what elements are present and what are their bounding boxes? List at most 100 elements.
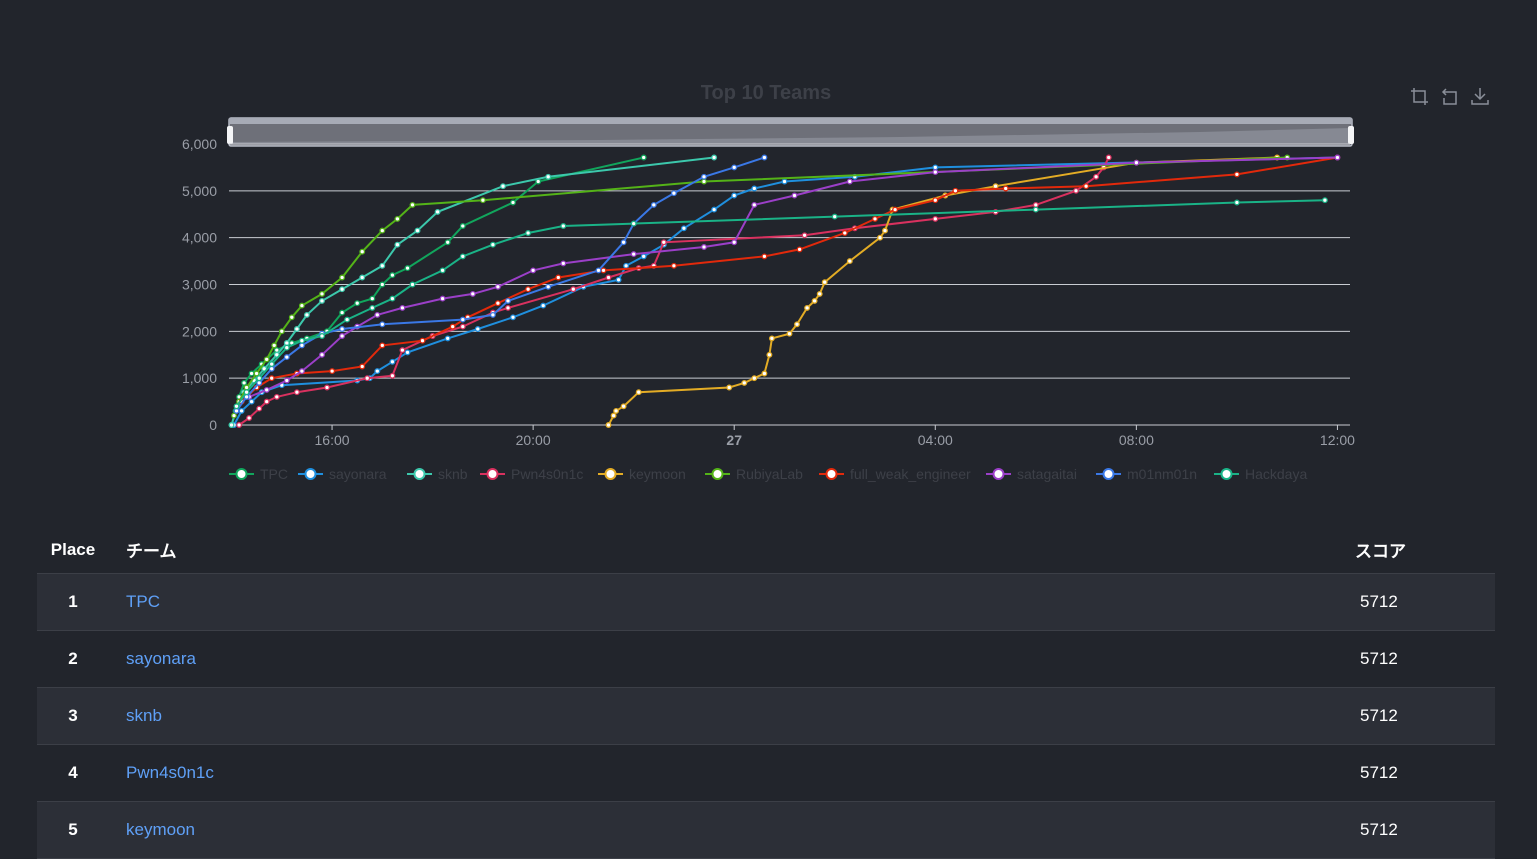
- data-point: [324, 384, 330, 391]
- data-point: [781, 178, 788, 185]
- data-point: [399, 304, 406, 311]
- data-point: [489, 241, 496, 248]
- legend-marker: [1220, 468, 1233, 480]
- data-point: [236, 422, 243, 428]
- data-point: [256, 405, 263, 412]
- legend-label: RubiyaLab: [736, 466, 803, 482]
- data-point: [474, 326, 481, 332]
- data-point: [268, 375, 275, 382]
- data-point: [344, 316, 351, 323]
- data-point: [246, 415, 253, 421]
- data-point: [298, 368, 305, 375]
- data-point: [1073, 187, 1079, 194]
- data-point: [741, 379, 748, 386]
- data-point: [409, 201, 416, 208]
- legend-label: satagaitai: [1017, 466, 1077, 482]
- data-point: [615, 276, 622, 283]
- zoom-icon[interactable]: [1410, 86, 1430, 106]
- legend-item[interactable]: Hackdaya: [1214, 466, 1307, 482]
- data-point: [248, 398, 255, 405]
- legend-item[interactable]: sknb: [407, 466, 468, 482]
- data-point: [256, 375, 263, 382]
- data-point: [389, 372, 396, 379]
- legend-item[interactable]: sayonara: [298, 466, 387, 482]
- x-tick-label: 08:00: [1119, 432, 1154, 448]
- data-point: [605, 274, 612, 281]
- legend-item[interactable]: m01nm01n: [1096, 466, 1197, 482]
- data-point: [560, 260, 567, 267]
- data-point: [319, 351, 325, 358]
- data-point: [1002, 185, 1009, 192]
- data-zoom-left-handle[interactable]: [227, 126, 233, 144]
- legend-item[interactable]: TPC: [229, 466, 288, 482]
- data-point: [288, 314, 295, 321]
- team-link[interactable]: Pwn4s0n1c: [126, 763, 214, 782]
- data-point: [872, 215, 878, 222]
- table-row: 4 Pwn4s0n1c 5712: [37, 744, 1495, 802]
- data-point: [293, 389, 300, 396]
- data-point: [364, 375, 371, 382]
- data-point: [761, 370, 768, 377]
- data-point: [605, 422, 612, 428]
- legend-item[interactable]: full_weak_engineer: [819, 466, 971, 482]
- team-cell: keymoon: [109, 801, 1355, 859]
- data-point: [298, 337, 305, 344]
- data-point: [555, 274, 562, 281]
- legend-item[interactable]: RubiyaLab: [705, 466, 803, 482]
- data-point: [319, 290, 325, 297]
- data-point: [623, 262, 630, 269]
- data-point: [670, 262, 677, 269]
- data-point: [379, 342, 386, 349]
- x-tick-label: 27: [726, 432, 742, 448]
- place-cell: 1: [37, 573, 109, 631]
- x-tick-label: 12:00: [1320, 432, 1355, 448]
- data-point: [600, 267, 607, 274]
- y-tick-label: 5,000: [182, 183, 217, 199]
- series-6: [238, 154, 1341, 405]
- data-point: [354, 300, 361, 307]
- chart-title: Top 10 Teams: [701, 82, 831, 104]
- legend-label: keymoon: [629, 466, 686, 482]
- data-point: [339, 309, 346, 316]
- y-tick-label: 3,000: [182, 277, 217, 293]
- data-point: [329, 368, 336, 375]
- data-point: [459, 253, 466, 260]
- data-zoom-handle-bar[interactable]: [229, 118, 1352, 124]
- data-point: [1105, 154, 1112, 161]
- team-link[interactable]: TPC: [126, 592, 160, 611]
- legend-label: full_weak_engineer: [850, 466, 971, 482]
- team-link[interactable]: sknb: [126, 706, 162, 725]
- legend-item[interactable]: Pwn4s0n1c: [480, 466, 583, 482]
- team-link[interactable]: keymoon: [126, 820, 195, 839]
- legend-item[interactable]: satagaitai: [986, 466, 1077, 482]
- legend-label: Hackdaya: [1245, 466, 1307, 482]
- header-place: Place: [37, 526, 109, 574]
- data-point: [278, 328, 285, 335]
- y-tick-label: 2,000: [182, 323, 217, 339]
- data-point: [399, 347, 406, 354]
- data-point: [238, 407, 245, 414]
- x-tick-label: 16:00: [315, 432, 350, 448]
- data-point: [283, 340, 290, 346]
- data-point: [560, 223, 567, 229]
- data-point: [319, 333, 325, 339]
- legend-label: sknb: [438, 466, 468, 482]
- data-point: [439, 267, 446, 274]
- data-point: [268, 361, 275, 368]
- data-point: [530, 267, 537, 274]
- data-point: [243, 389, 250, 396]
- data-point: [459, 223, 466, 229]
- data-point: [613, 407, 620, 414]
- download-icon[interactable]: [1470, 86, 1490, 106]
- zoom-reset-icon[interactable]: [1440, 86, 1460, 106]
- data-point: [731, 164, 738, 171]
- data-point: [374, 311, 381, 318]
- data-point: [1133, 159, 1140, 166]
- data-point: [253, 370, 260, 377]
- scoreboard-header-row: Place チーム スコア: [37, 526, 1495, 574]
- legend-item[interactable]: keymoon: [598, 466, 686, 482]
- team-link[interactable]: sayonara: [126, 649, 196, 668]
- data-point: [394, 215, 401, 222]
- data-point: [510, 199, 516, 206]
- data-zoom-right-handle[interactable]: [1348, 126, 1354, 144]
